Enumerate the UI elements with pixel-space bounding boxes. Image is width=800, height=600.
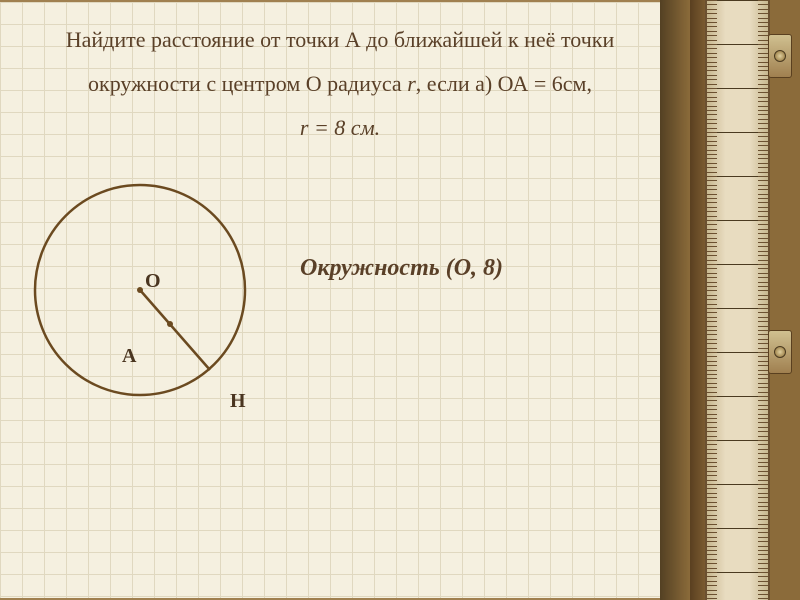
problem-line2-var: r	[407, 71, 416, 96]
problem-line2: окружности с центром О радиуса r, если а…	[30, 62, 650, 106]
problem-line1: Найдите расстояние от точки А до ближайш…	[30, 18, 650, 62]
ruler-shadow	[660, 0, 690, 600]
problem-line2-prefix: окружности с центром О радиуса	[88, 71, 407, 96]
ruler-hinge-mid	[768, 330, 792, 374]
label-O: О	[145, 270, 161, 293]
point-O	[137, 287, 143, 293]
ruler-left-strip	[690, 0, 705, 600]
problem-text: Найдите расстояние от точки А до ближайш…	[30, 18, 650, 150]
problem-line2-suffix: , если а) ОА = 6см,	[416, 71, 592, 96]
ruler-hinge-top	[768, 34, 792, 78]
ruler-panel	[660, 0, 800, 600]
segment-OA	[140, 290, 210, 370]
point-A	[167, 321, 173, 327]
answer-text: Окружность (О, 8)	[300, 255, 503, 282]
label-H: Н	[230, 390, 246, 413]
problem-line3: r = 8 см.	[30, 106, 650, 150]
label-A: А	[122, 345, 136, 368]
ruler-body	[705, 0, 770, 600]
ruler-marks	[707, 0, 768, 600]
